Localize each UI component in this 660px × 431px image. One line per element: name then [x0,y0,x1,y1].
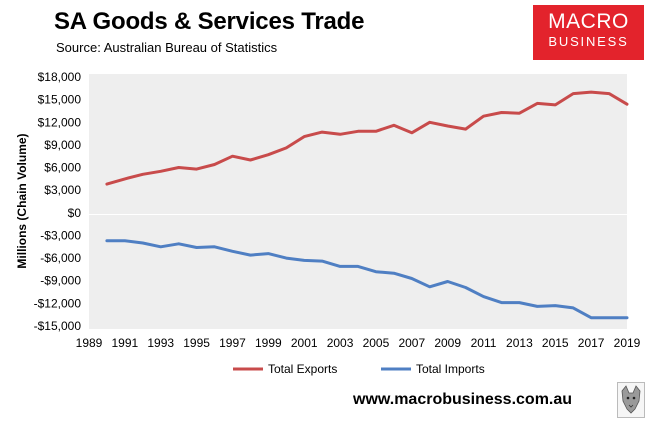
macrobusiness-logo: MACRO BUSINESS [533,5,644,60]
series-line-total-exports [105,90,629,186]
y-tick-label: $0 [68,206,82,220]
wolf-logo-icon [617,382,645,418]
x-tick-label: 1999 [255,336,282,350]
x-tick-label: 2017 [578,336,605,350]
y-tick-label: $9,000 [44,138,81,152]
x-tick-label: 1989 [76,336,103,350]
legend-label: Total Imports [416,362,485,376]
x-tick-label: 2007 [398,336,425,350]
logo-line-1: MACRO [548,10,629,33]
x-tick-label: 2013 [506,336,533,350]
series-line-total-imports [105,239,629,320]
logo-line-2: BUSINESS [548,34,629,49]
website-url[interactable]: www.macrobusiness.com.au [353,391,573,408]
x-tick-label: 1991 [112,336,139,350]
x-tick-label: 2001 [291,336,318,350]
x-tick-label: 2009 [434,336,461,350]
y-tick-label: -$6,000 [40,251,81,265]
y-tick-label: $15,000 [38,93,82,107]
x-tick-label: 1995 [183,336,210,350]
legend-label: Total Exports [268,362,337,376]
x-tick-label: 2003 [327,336,354,350]
y-axis-label: Millions (Chain Volume) [15,133,29,268]
x-tick-label: 1993 [147,336,174,350]
y-tick-label: $6,000 [44,161,81,175]
x-tick-label: 2015 [542,336,569,350]
y-tick-label: $3,000 [44,183,81,197]
y-tick-label: $18,000 [38,70,82,84]
plot-area-bottom [89,215,627,329]
y-tick-label: -$3,000 [40,228,81,242]
x-tick-label: 2005 [363,336,390,350]
y-tick-label: -$15,000 [34,319,82,333]
x-tick-label: 2011 [471,336,497,350]
x-tick-label: 1997 [219,336,246,350]
y-tick-label: -$12,000 [34,296,82,310]
x-tick-label: 2019 [614,336,641,350]
chart-title: SA Goods & Services Trade [54,8,365,35]
plot-area-top [89,74,627,214]
source-note: Source: Australian Bureau of Statistics [56,40,278,55]
y-tick-label: $12,000 [38,115,82,129]
y-tick-label: -$9,000 [40,274,81,288]
